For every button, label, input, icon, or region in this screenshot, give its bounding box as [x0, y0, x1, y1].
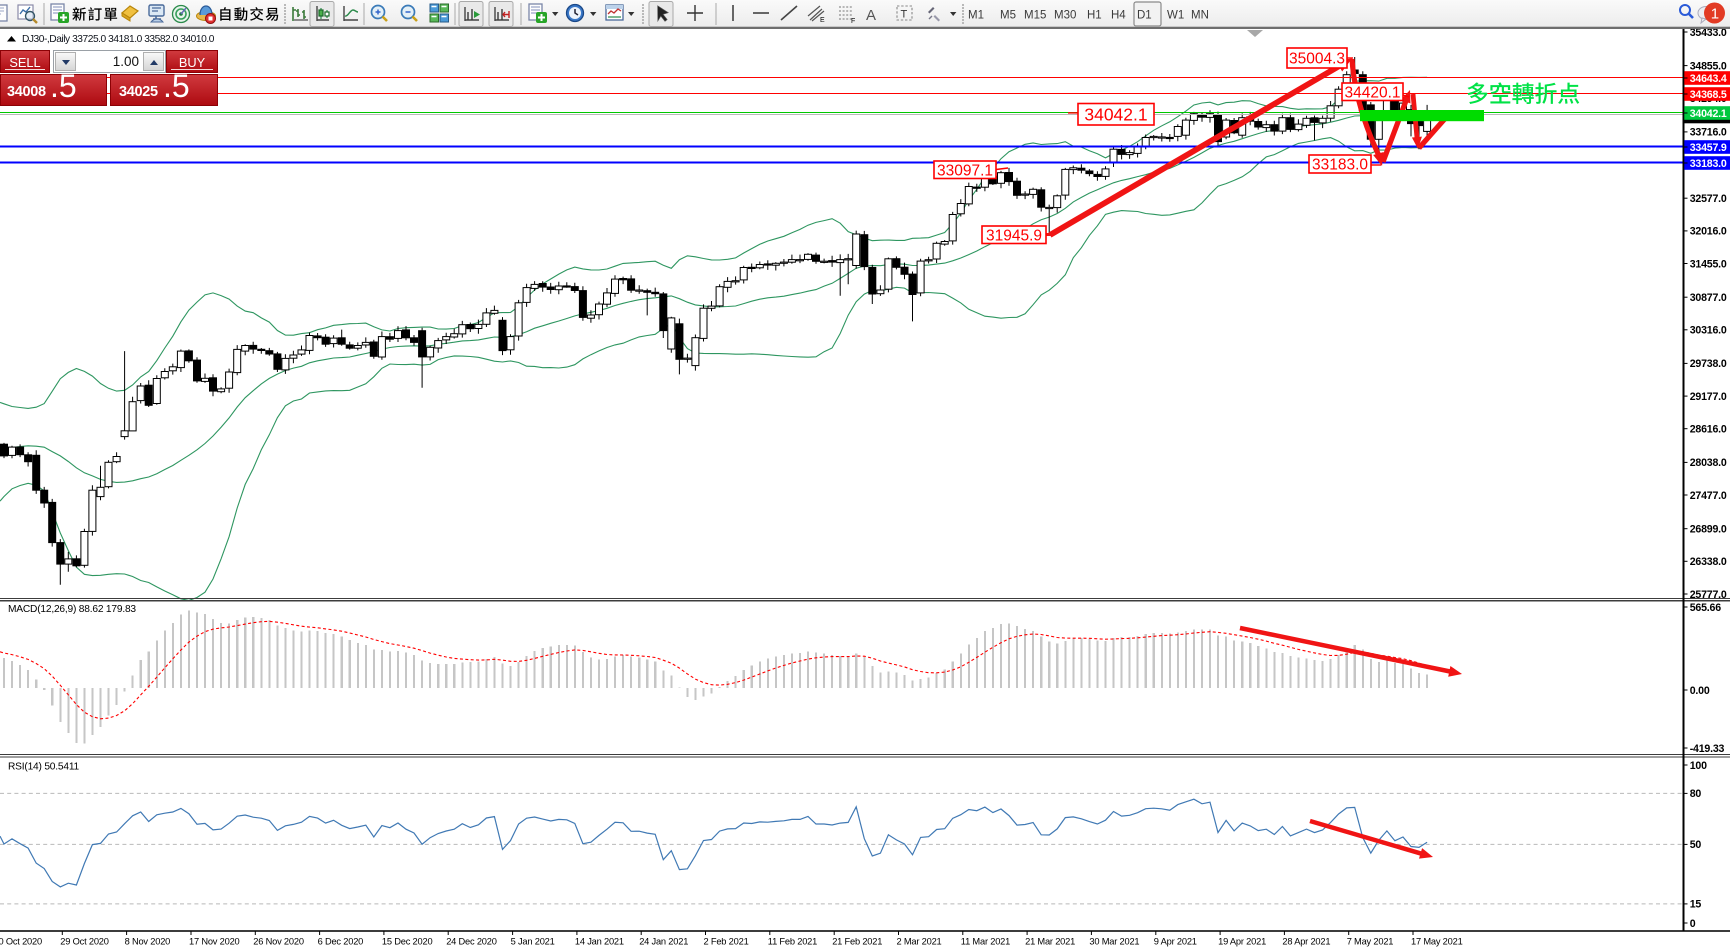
svg-text:565.66: 565.66	[1690, 602, 1722, 614]
svg-text:9 Apr 2021: 9 Apr 2021	[1154, 937, 1197, 947]
svg-text:29 Oct 2020: 29 Oct 2020	[60, 937, 108, 947]
svg-text:100: 100	[1690, 760, 1707, 772]
svg-text:33457.9: 33457.9	[1690, 142, 1727, 154]
svg-text:24 Dec 2020: 24 Dec 2020	[446, 937, 497, 947]
svg-text:32577.0: 32577.0	[1690, 193, 1727, 205]
svg-text:50: 50	[1690, 839, 1702, 851]
svg-text:34420.1: 34420.1	[1344, 84, 1400, 101]
svg-text:A: A	[866, 7, 876, 24]
svg-text:20 Oct 2020: 20 Oct 2020	[0, 937, 42, 947]
svg-text:1: 1	[1711, 6, 1719, 23]
svg-text:25777.0: 25777.0	[1690, 589, 1727, 601]
svg-text:2 Feb 2021: 2 Feb 2021	[704, 937, 749, 947]
svg-text:MN: MN	[1191, 10, 1209, 22]
svg-text:M5: M5	[1000, 10, 1016, 22]
svg-text:H1: H1	[1087, 10, 1102, 22]
svg-text:28616.0: 28616.0	[1690, 424, 1727, 436]
svg-text:28038.0: 28038.0	[1690, 457, 1727, 469]
svg-text:35433.0: 35433.0	[1690, 27, 1727, 39]
svg-text:15: 15	[1690, 899, 1702, 911]
svg-text:34643.4: 34643.4	[1690, 73, 1727, 85]
svg-text:26899.0: 26899.0	[1690, 524, 1727, 536]
svg-text:5 Jan 2021: 5 Jan 2021	[511, 937, 555, 947]
svg-text:17 Nov 2020: 17 Nov 2020	[189, 937, 240, 947]
svg-text:M1: M1	[968, 10, 984, 22]
svg-text:21 Mar 2021: 21 Mar 2021	[1025, 937, 1075, 947]
svg-text:0.00: 0.00	[1690, 685, 1710, 697]
svg-text:34042.1: 34042.1	[1084, 105, 1147, 125]
svg-text:33183.0: 33183.0	[1690, 158, 1727, 170]
svg-text:DJ30-,Daily 33725.0 34181.0 33: DJ30-,Daily 33725.0 34181.0 33582.0 3401…	[22, 34, 215, 45]
svg-text:34368.5: 34368.5	[1690, 89, 1727, 101]
svg-text:11 Feb 2021: 11 Feb 2021	[768, 937, 817, 947]
svg-text:26338.0: 26338.0	[1690, 556, 1727, 568]
svg-text:E: E	[820, 17, 825, 24]
svg-text:15 Dec 2020: 15 Dec 2020	[382, 937, 433, 947]
svg-text:24 Jan 2021: 24 Jan 2021	[639, 937, 688, 947]
svg-text:D1: D1	[1137, 10, 1152, 22]
svg-text:6 Dec 2020: 6 Dec 2020	[318, 937, 364, 947]
svg-text:31945.9: 31945.9	[986, 227, 1042, 244]
svg-text:28 Apr 2021: 28 Apr 2021	[1282, 937, 1330, 947]
svg-text:19 Apr 2021: 19 Apr 2021	[1218, 937, 1266, 947]
svg-text:W1: W1	[1167, 10, 1184, 22]
svg-text:T: T	[901, 9, 908, 21]
svg-text:2 Mar 2021: 2 Mar 2021	[897, 937, 942, 947]
svg-text:-419.33: -419.33	[1690, 743, 1725, 755]
svg-text:31455.0: 31455.0	[1690, 258, 1727, 270]
svg-text:26 Nov 2020: 26 Nov 2020	[253, 937, 304, 947]
svg-text:29738.0: 29738.0	[1690, 358, 1727, 370]
svg-text:F: F	[851, 18, 855, 25]
svg-text:11 Mar 2021: 11 Mar 2021	[961, 937, 1010, 947]
svg-text:17 May 2021: 17 May 2021	[1411, 937, 1463, 947]
svg-text:32016.0: 32016.0	[1690, 226, 1727, 238]
svg-text:33183.0: 33183.0	[1312, 157, 1368, 174]
svg-text:34042.1: 34042.1	[1690, 108, 1727, 120]
svg-text:30 Mar 2021: 30 Mar 2021	[1089, 937, 1139, 947]
svg-text:80: 80	[1690, 788, 1702, 800]
svg-text:7 May 2021: 7 May 2021	[1347, 937, 1394, 947]
svg-text:33097.1: 33097.1	[937, 162, 993, 179]
svg-text:MACD(12,26,9) 88.62 179.83: MACD(12,26,9) 88.62 179.83	[8, 604, 136, 615]
svg-text:M30: M30	[1054, 10, 1076, 22]
svg-text:14 Jan 2021: 14 Jan 2021	[575, 937, 624, 947]
svg-text:35004.3: 35004.3	[1289, 51, 1345, 68]
svg-text:H4: H4	[1111, 10, 1126, 22]
svg-text:30877.0: 30877.0	[1690, 292, 1727, 304]
svg-text:27477.0: 27477.0	[1690, 490, 1727, 502]
svg-text:30316.0: 30316.0	[1690, 325, 1727, 337]
svg-text:0: 0	[1690, 918, 1696, 930]
svg-text:RSI(14) 50.5411: RSI(14) 50.5411	[8, 762, 80, 773]
svg-text:M15: M15	[1024, 10, 1046, 22]
svg-text:8 Nov 2020: 8 Nov 2020	[125, 937, 171, 947]
svg-text:33716.0: 33716.0	[1690, 127, 1727, 139]
svg-text:34855.0: 34855.0	[1690, 60, 1727, 72]
svg-text:21 Feb 2021: 21 Feb 2021	[832, 937, 882, 947]
svg-text:29177.0: 29177.0	[1690, 391, 1727, 403]
